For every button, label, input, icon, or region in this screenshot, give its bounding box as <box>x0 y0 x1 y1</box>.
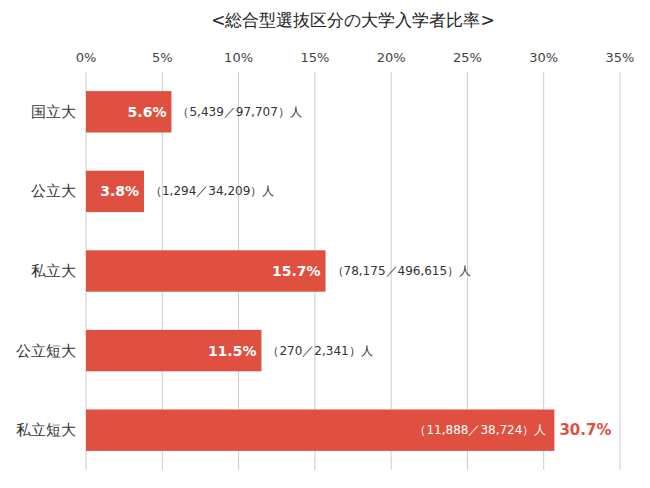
category-label: 私立大 <box>31 262 76 280</box>
chart-svg: <総合型選抜区分の大学入学者比率> 0% 5% 10% 15% 20% 25% 30% 35% 私… <box>0 0 650 488</box>
data-label: 11.5% <box>208 343 257 359</box>
annotation: （5,439／97,707）人 <box>177 105 301 119</box>
category-label: 私立短大 <box>16 421 76 439</box>
bar <box>86 171 144 212</box>
x-tick-label: 15% <box>300 50 329 65</box>
x-tick-label: 0% <box>76 50 97 65</box>
chart-container: <総合型選抜区分の大学入学者比率> 0% 5% 10% 15% 20% 25% 30% 35% 私… <box>0 0 650 488</box>
x-tick-label: 30% <box>529 50 558 65</box>
bar <box>86 330 261 371</box>
annotation: （78,175／496,615）人 <box>332 264 472 278</box>
grid-line <box>620 72 621 470</box>
bars <box>86 91 554 451</box>
bar <box>86 410 554 451</box>
annotation: （270／2,341）人 <box>267 344 372 358</box>
category-label: 公立大 <box>31 182 76 200</box>
labels: 私立短大 公立短大 私立大 公立大 国立大 （11,888／38,724）人 30.7% （2… <box>16 103 611 439</box>
x-tick-label: 20% <box>377 50 406 65</box>
data-label: 15.7% <box>272 263 321 279</box>
category-label: 公立短大 <box>16 342 76 360</box>
title: <総合型選抜区分の大学入学者比率> <box>211 10 495 30</box>
category-label: 国立大 <box>31 103 76 121</box>
data-label: 5.6% <box>128 104 167 120</box>
data-label: 30.7% <box>559 421 611 439</box>
x-tick-label: 5% <box>152 50 173 65</box>
data-label: 3.8% <box>100 183 139 199</box>
annotation: （1,294／34,209）人 <box>150 184 274 198</box>
annotation: （11,888／38,724）人 <box>414 423 546 437</box>
grid <box>86 72 620 470</box>
x-tick-label: 35% <box>606 50 635 65</box>
x-tick-label: 25% <box>453 50 482 65</box>
bar <box>86 91 171 132</box>
bar <box>86 250 326 291</box>
x-tick-label: 10% <box>224 50 253 65</box>
